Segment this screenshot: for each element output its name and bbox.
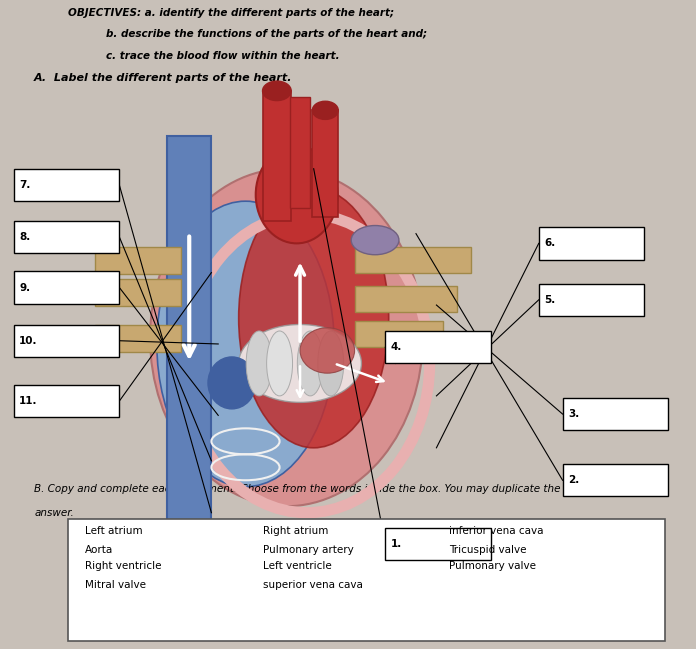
Text: Left ventricle: Left ventricle <box>262 561 331 571</box>
Bar <box>354 321 443 347</box>
Text: 9.: 9. <box>19 282 30 293</box>
Text: answer.: answer. <box>34 508 74 518</box>
Ellipse shape <box>262 81 291 101</box>
Text: OBJECTIVES: a. identify the different parts of the heart;: OBJECTIVES: a. identify the different pa… <box>68 8 395 18</box>
Text: B. Copy and complete each statement. Choose from the words inside the box. You m: B. Copy and complete each statement. Cho… <box>34 484 560 493</box>
Text: 3.: 3. <box>568 409 579 419</box>
Text: A.  Label the different parts of the heart.: A. Label the different parts of the hear… <box>34 73 292 82</box>
Text: Mitral valve: Mitral valve <box>85 580 146 589</box>
Ellipse shape <box>300 328 354 373</box>
Bar <box>354 286 457 312</box>
Text: Tricuspid valve: Tricuspid valve <box>449 545 526 555</box>
Bar <box>386 331 491 363</box>
Ellipse shape <box>255 146 338 243</box>
Bar <box>14 169 119 201</box>
Bar <box>14 221 119 253</box>
Bar <box>14 271 119 304</box>
Bar <box>95 324 181 352</box>
Text: 6.: 6. <box>544 238 555 249</box>
Text: 2.: 2. <box>568 475 579 485</box>
Ellipse shape <box>313 101 338 119</box>
Ellipse shape <box>351 225 399 254</box>
Text: Right ventricle: Right ventricle <box>85 561 161 571</box>
Bar <box>539 227 644 260</box>
Ellipse shape <box>157 201 334 487</box>
Bar <box>262 91 291 221</box>
Bar <box>539 284 644 316</box>
Bar <box>562 464 668 496</box>
Text: 8.: 8. <box>19 232 31 242</box>
Ellipse shape <box>239 188 388 448</box>
Bar <box>354 247 470 273</box>
Ellipse shape <box>246 331 272 396</box>
Bar <box>290 97 310 208</box>
Text: 7.: 7. <box>19 180 31 190</box>
Text: Pulmonary valve: Pulmonary valve <box>449 561 536 571</box>
Text: b. describe the functions of the parts of the heart and;: b. describe the functions of the parts o… <box>106 29 427 39</box>
Text: superior vena cava: superior vena cava <box>262 580 363 589</box>
Text: 11.: 11. <box>19 396 38 406</box>
Text: c. trace the blood flow within the heart.: c. trace the blood flow within the heart… <box>106 51 340 60</box>
Ellipse shape <box>239 324 361 402</box>
Text: 1.: 1. <box>390 539 402 549</box>
Ellipse shape <box>297 331 323 396</box>
Ellipse shape <box>318 331 344 396</box>
Text: 4.: 4. <box>390 342 402 352</box>
Text: Right atrium: Right atrium <box>262 526 328 535</box>
Bar <box>14 324 119 357</box>
Text: Left atrium: Left atrium <box>85 526 143 535</box>
Bar <box>95 279 181 306</box>
Bar <box>14 385 119 417</box>
Bar <box>167 136 212 526</box>
Bar <box>95 247 181 274</box>
Bar <box>386 528 491 560</box>
Ellipse shape <box>208 357 255 409</box>
Text: 10.: 10. <box>19 336 38 346</box>
Bar <box>562 398 668 430</box>
Text: Pulmonary artery: Pulmonary artery <box>262 545 354 555</box>
Bar <box>313 110 338 217</box>
Text: inferior vena cava: inferior vena cava <box>449 526 543 535</box>
Bar <box>68 519 665 641</box>
Text: Aorta: Aorta <box>85 545 113 555</box>
Ellipse shape <box>150 169 422 506</box>
Text: 5.: 5. <box>544 295 555 305</box>
Ellipse shape <box>267 331 292 396</box>
